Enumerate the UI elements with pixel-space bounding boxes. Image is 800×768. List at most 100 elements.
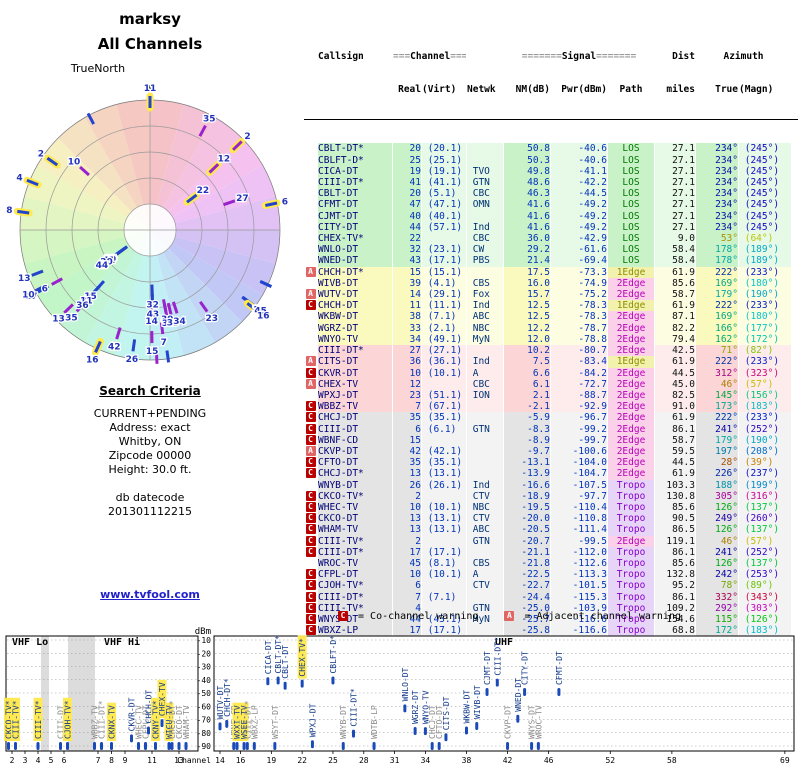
real-channel-cell: 2 bbox=[393, 535, 421, 547]
network-cell: ABC bbox=[467, 311, 503, 323]
table-row: C CHCH-DT 11 (11.1) Ind 12.5 -78.3 1Edge 61.9 2… bbox=[304, 300, 798, 312]
table-row: C WBXZ-LP 17 (17.1) -25.8 -116.6 Tropo 68.8 172… bbox=[304, 625, 798, 637]
azimuth-true-cell: 292° bbox=[696, 602, 738, 614]
azimuth-true-cell: 145° bbox=[696, 389, 738, 402]
path-cell: Tropo bbox=[608, 513, 654, 525]
station-label: CIII-DT* bbox=[98, 700, 107, 739]
table-row: WKBW-DT 38 (7.1) ABC 12.5 -78.3 2Edge 87.1 169… bbox=[304, 311, 798, 323]
table-row: C WHAM-TV 13 (13.1) ABC -20.5 -111.4 Tropo 86.… bbox=[304, 524, 798, 536]
station-label: CICA-DT bbox=[264, 640, 273, 674]
network-cell: ABC bbox=[467, 524, 503, 536]
power-cell: -99.7 bbox=[551, 434, 607, 446]
nm-cell: -5.9 bbox=[504, 412, 550, 424]
distance-cell: 61.9 bbox=[655, 468, 695, 480]
distance-cell: 91.0 bbox=[655, 401, 695, 413]
power-cell: -84.2 bbox=[551, 367, 607, 379]
power-cell: -113.3 bbox=[551, 569, 607, 581]
adjacent-channel-warning-badge: A bbox=[305, 445, 316, 456]
station-marker: WNYS-DT bbox=[528, 705, 537, 750]
nm-cell: 6.6 bbox=[504, 367, 550, 379]
real-channel-cell: 15 bbox=[393, 266, 421, 278]
station-marker: CFTO-DT bbox=[435, 705, 444, 750]
virtual-channel-cell: (7.1) bbox=[422, 311, 466, 323]
path-cell: Tropo bbox=[608, 524, 654, 536]
azimuth-magnetic-cell: (245°) bbox=[739, 165, 791, 178]
real-channel-cell: 10 bbox=[393, 367, 421, 379]
search-criteria-heading: Search Criteria bbox=[99, 384, 201, 398]
station-label: WHAM-TV bbox=[182, 705, 191, 739]
real-channel-cell: 47 bbox=[393, 199, 421, 211]
co-channel-warning-badge: C bbox=[305, 602, 316, 613]
azimuth-true-cell: 53° bbox=[696, 233, 738, 245]
virtual-channel-cell: (11.1) bbox=[422, 300, 466, 312]
nm-cell: -8.9 bbox=[504, 434, 550, 446]
network-cell: ION bbox=[467, 389, 503, 402]
nm-cell: 15.7 bbox=[504, 289, 550, 301]
azimuth-magnetic-cell: (57°) bbox=[739, 535, 791, 547]
virtual-channel-cell: (13.1) bbox=[422, 513, 466, 525]
power-cell: -110.8 bbox=[551, 513, 607, 525]
path-cell: 2Edge bbox=[608, 535, 654, 547]
nm-cell: 16.0 bbox=[504, 277, 550, 290]
network-cell: Ind bbox=[467, 221, 503, 234]
station-marker: WUTV-DT bbox=[216, 685, 225, 731]
co-channel-warning-badge: C bbox=[305, 625, 316, 636]
warn-cell: A bbox=[304, 289, 317, 301]
real-channel-cell: 39 bbox=[393, 277, 421, 290]
azimuth-magnetic-cell: (252°) bbox=[739, 423, 791, 435]
criteria-line: Height: 30.0 ft. bbox=[108, 463, 192, 476]
table-row: C CIII-DT* 7 (7.1) -24.4 -115.3 Tropo 86.1 332°… bbox=[304, 591, 798, 603]
tvfool-link[interactable]: www.tvfool.com bbox=[100, 588, 200, 601]
virtual-channel-cell: (17.1) bbox=[422, 255, 466, 267]
distance-cell: 61.9 bbox=[655, 300, 695, 312]
azimuth-magnetic-cell: (245°) bbox=[739, 221, 791, 234]
real-channel-cell: 34 bbox=[393, 333, 421, 346]
network-cell bbox=[467, 210, 503, 222]
search-criteria-lines: CURRENT+PENDING Address: exact Whitby, ON Z… bbox=[0, 407, 300, 477]
station-marker: CHCJ-DT* bbox=[168, 700, 177, 750]
station-label: CIII-TV* bbox=[12, 700, 21, 739]
warn-cell: C bbox=[304, 490, 317, 502]
virtual-channel-cell: (15.1) bbox=[422, 266, 466, 278]
virtual-channel-cell: (2.1) bbox=[422, 322, 466, 334]
nm-cell: 7.5 bbox=[504, 356, 550, 368]
svg-text:15: 15 bbox=[84, 292, 97, 302]
virtual-channel-cell: (42.1) bbox=[422, 445, 466, 458]
power-cell: -104.7 bbox=[551, 468, 607, 480]
distance-cell: 130.8 bbox=[655, 490, 695, 502]
real-channel-cell: 13 bbox=[393, 468, 421, 480]
virtual-channel-cell: (29.1) bbox=[422, 289, 466, 301]
col-magn: (Magn) bbox=[739, 84, 774, 96]
station-marker: CITY-DT bbox=[521, 651, 530, 696]
virtual-channel-cell: (4.1) bbox=[422, 277, 466, 290]
azimuth-true-cell: 222° bbox=[696, 412, 738, 424]
co-channel-warning-badge: C bbox=[305, 513, 316, 524]
station-label: CBLT-DT bbox=[281, 645, 290, 679]
virtual-channel-cell: (7.1) bbox=[422, 591, 466, 603]
co-channel-warning-badge: C bbox=[305, 490, 316, 501]
table-row: C CHCJ-DT 35 (35.1) -5.9 -96.7 2Edge 61.9 222° … bbox=[304, 412, 798, 424]
distance-cell: 132.8 bbox=[655, 569, 695, 581]
virtual-channel-cell bbox=[422, 535, 466, 547]
power-cell: -99.2 bbox=[551, 423, 607, 435]
nm-cell: 12.5 bbox=[504, 300, 550, 312]
co-channel-warning-badge: C bbox=[305, 468, 316, 479]
power-cell: -111.4 bbox=[551, 524, 607, 536]
station-label: CJMT-DT bbox=[483, 651, 492, 685]
station-label: CKVR-DT bbox=[128, 697, 137, 731]
co-channel-warning-badge: C bbox=[305, 434, 316, 445]
path-cell: LOS bbox=[608, 143, 654, 155]
network-cell: A bbox=[467, 569, 503, 581]
co-channel-text: = Co-channel warning bbox=[352, 611, 479, 622]
callsign-cell: CIII-DT* bbox=[318, 177, 392, 189]
network-cell: CTV bbox=[467, 490, 503, 502]
real-channel-cell: 20 bbox=[393, 143, 421, 155]
station-label: CHEX-TV* bbox=[298, 638, 307, 677]
azimuth-magnetic-cell: (39°) bbox=[739, 457, 791, 469]
power-cell: -61.6 bbox=[551, 244, 607, 256]
svg-text:4: 4 bbox=[36, 756, 41, 765]
table-row: WNYO-TV 34 (49.1) MyN 12.0 -78.8 2Edge 79.4 16… bbox=[304, 333, 798, 346]
callsign-cell: CBLT-DT bbox=[318, 188, 392, 200]
azimuth-true-cell: 46° bbox=[696, 535, 738, 547]
